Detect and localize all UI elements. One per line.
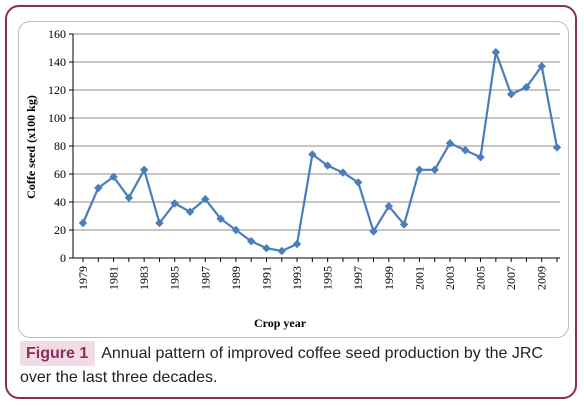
x-tick-label: 1995 <box>321 266 335 290</box>
series <box>78 48 562 256</box>
data-point <box>216 214 225 223</box>
x-tick-label: 1991 <box>259 266 273 290</box>
x-tick-label: 1993 <box>290 266 304 290</box>
x-tick-label: 2007 <box>504 266 518 290</box>
y-tick-label: 120 <box>48 83 66 97</box>
data-point <box>476 153 485 162</box>
y-tick-labels: 0 20 40 60 80 100 120 140 160 <box>48 27 66 265</box>
x-tick-label: 1987 <box>198 266 212 290</box>
y-tick-label: 60 <box>54 167 66 181</box>
data-point <box>384 202 394 211</box>
y-tick-label: 140 <box>48 55 66 69</box>
x-tick-label: 1985 <box>168 266 182 290</box>
data-point <box>491 48 501 57</box>
data-point <box>155 218 164 228</box>
x-tick-label: 1999 <box>382 266 396 290</box>
data-point <box>522 83 531 92</box>
data-point <box>277 246 286 256</box>
data-point <box>308 150 317 159</box>
data-point <box>124 193 134 202</box>
data-point <box>201 195 210 204</box>
data-point <box>231 225 241 235</box>
caption-text: Annual pattern of improved coffee seed p… <box>20 345 543 386</box>
y-tick-label: 0 <box>60 251 66 265</box>
x-tick-label: 2009 <box>535 266 549 290</box>
data-point <box>430 165 439 174</box>
y-tick-label: 20 <box>54 223 66 237</box>
x-tick-label: 1997 <box>351 266 365 290</box>
data-point <box>369 227 378 236</box>
data-point <box>399 220 409 229</box>
x-tick-label: 2003 <box>443 266 457 290</box>
axes <box>69 33 560 262</box>
x-tick-label: 1979 <box>76 266 90 290</box>
y-tick-label: 80 <box>54 139 66 153</box>
x-tick-label: 1981 <box>107 266 121 290</box>
data-point <box>323 161 332 170</box>
gridlines <box>73 33 560 231</box>
data-point <box>109 172 118 181</box>
y-tick-label: 160 <box>48 27 66 41</box>
data-point <box>552 143 562 152</box>
data-point <box>445 139 455 148</box>
x-tick-labels: 1979 1981 1983 1985 1987 1989 1991 1993 1995 1997… <box>76 266 549 290</box>
data-point <box>262 244 271 253</box>
data-point <box>354 178 363 187</box>
y-tick-label: 100 <box>48 111 66 125</box>
data-point <box>139 165 149 174</box>
y-axis-title: Coffe seed (x100 kg) <box>24 95 38 199</box>
figure-caption: Figure 1 Annual pattern of improved coffe… <box>20 341 565 389</box>
data-point <box>170 199 179 208</box>
data-point <box>246 237 256 246</box>
data-point <box>78 218 88 228</box>
data-point <box>506 90 516 99</box>
data-point <box>185 207 195 216</box>
data-point <box>415 165 424 174</box>
x-tick-label: 1989 <box>229 266 243 290</box>
y-tick-label: 40 <box>54 195 66 209</box>
data-point <box>338 168 348 177</box>
x-tick-label: 2005 <box>474 266 488 290</box>
data-point <box>461 146 470 155</box>
data-point <box>292 239 302 249</box>
figure-label: Figure 1 <box>20 341 96 366</box>
x-tick-label: 2001 <box>412 266 426 290</box>
data-point <box>537 62 546 71</box>
series-line <box>81 51 559 253</box>
data-point <box>94 183 103 193</box>
x-tick-label: 1983 <box>137 266 151 290</box>
x-axis-title: Crop year <box>254 316 307 330</box>
